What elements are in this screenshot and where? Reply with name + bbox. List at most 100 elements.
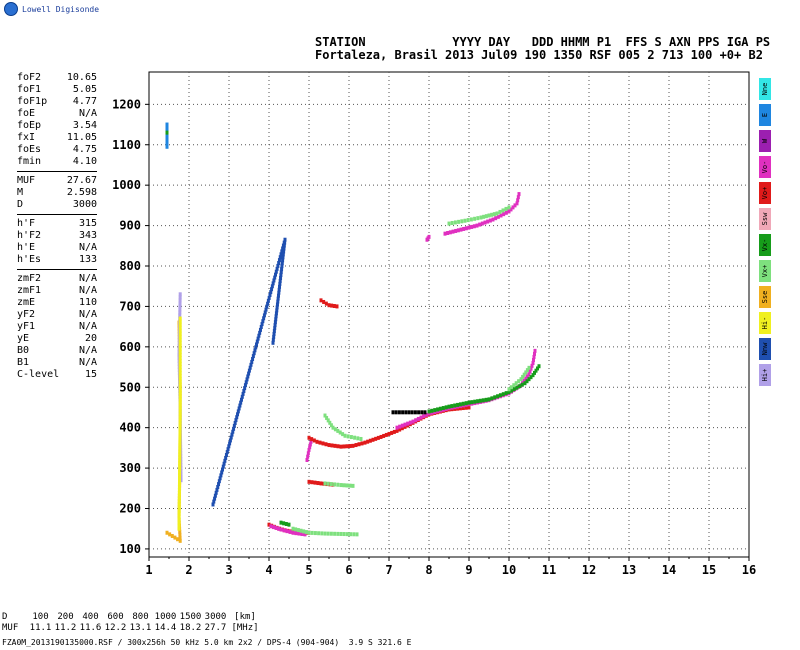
echo-point — [464, 401, 468, 406]
echo-point — [348, 483, 352, 488]
echo-point — [232, 423, 236, 428]
echo-point — [178, 307, 182, 312]
echo-point — [348, 444, 352, 449]
echo-point — [271, 337, 275, 342]
legend-label: Sse — [761, 290, 769, 304]
echo-point — [461, 401, 465, 406]
param-value: 10.65 — [66, 72, 97, 83]
echo-point — [178, 443, 182, 448]
legend-swatch: E — [759, 104, 771, 126]
param-name: foE — [17, 108, 36, 119]
echo-point — [277, 261, 281, 266]
echo-point — [516, 195, 520, 200]
param-name: C-level — [17, 369, 60, 380]
echo-point — [178, 322, 182, 327]
x-tick-label: 16 — [742, 563, 756, 577]
echo-point — [336, 444, 340, 449]
legend-swatch: Sse — [759, 286, 771, 308]
echo-point — [400, 423, 404, 428]
echo-point — [274, 314, 278, 319]
param-value: 3000 — [72, 199, 97, 210]
echo-point — [315, 439, 319, 444]
echo-point — [447, 404, 451, 409]
echo-point — [355, 532, 359, 537]
echo-point — [458, 402, 462, 407]
legend-swatch: Vx- — [759, 234, 771, 256]
echo-point — [277, 287, 281, 292]
echo-point — [529, 366, 533, 371]
echo-point — [280, 267, 284, 272]
echo-point — [178, 431, 182, 436]
echo-point — [467, 225, 471, 230]
globe-icon — [4, 2, 18, 16]
echo-point — [278, 278, 282, 283]
echo-point — [530, 363, 534, 368]
echo-point — [165, 122, 169, 127]
echo-point — [226, 447, 230, 452]
param-value: 133 — [78, 254, 97, 265]
echo-point — [282, 243, 286, 248]
echo-point — [341, 432, 345, 437]
echo-point — [453, 220, 457, 225]
param-row: h'Es 133 — [17, 254, 97, 266]
param-value: N/A — [78, 285, 97, 296]
legend-label: Vo+ — [761, 186, 769, 200]
echo-point — [279, 270, 283, 275]
echo-point — [329, 423, 333, 428]
d_values-cell: 600 — [107, 612, 124, 622]
echo-point — [178, 395, 182, 400]
echo-point — [411, 419, 415, 424]
echo-point — [360, 441, 364, 446]
echo-point — [339, 531, 343, 536]
echo-point — [507, 209, 511, 214]
echo-point — [454, 228, 458, 233]
echo-point — [345, 444, 349, 449]
echo-point — [178, 377, 182, 382]
echo-point — [284, 521, 288, 526]
echo-point — [463, 218, 467, 223]
legend-label: Vx- — [761, 238, 769, 252]
echo-point — [531, 373, 535, 378]
echo-point — [413, 410, 417, 415]
echo-point — [441, 406, 445, 411]
legend-label: W — [761, 138, 769, 144]
param-row: foF2 10.65 — [17, 72, 97, 84]
echo-point — [178, 413, 182, 418]
param-name: M — [17, 187, 24, 198]
echo-point — [501, 392, 505, 397]
echo-point — [275, 302, 279, 307]
echo-point — [524, 376, 528, 381]
header-line-1: STATION YYYY DAY DDD HHMM P1 FFS S AXN P… — [315, 35, 771, 49]
echo-point — [177, 490, 181, 495]
echo-point — [309, 439, 313, 444]
echo-point — [427, 234, 431, 239]
echo-point — [336, 428, 340, 433]
echo-point — [177, 511, 181, 516]
echo-point — [249, 362, 253, 367]
echo-point — [379, 434, 383, 439]
echo-point — [327, 443, 331, 448]
param-name: yE — [17, 333, 30, 344]
echo-point — [243, 383, 247, 388]
echo-point — [252, 351, 256, 356]
echo-point — [342, 483, 346, 488]
echo-point — [519, 377, 523, 382]
echo-point — [446, 230, 450, 235]
echo-point — [486, 219, 490, 224]
echo-point — [165, 138, 169, 143]
param-row: yF1 N/A — [17, 321, 97, 333]
echo-point — [173, 535, 177, 540]
echo-point — [178, 392, 182, 397]
echo-point — [241, 391, 245, 396]
param-value: N/A — [78, 242, 97, 253]
echo-point — [272, 334, 276, 339]
echo-point — [476, 216, 480, 221]
param-name: h'Es — [17, 254, 42, 265]
echo-point — [177, 499, 181, 504]
echo-point — [407, 410, 411, 415]
echo-point — [403, 424, 407, 429]
echo-point — [444, 405, 448, 410]
echo-point — [524, 370, 528, 375]
echo-point — [456, 402, 460, 407]
param-row: yF2 N/A — [17, 309, 97, 321]
